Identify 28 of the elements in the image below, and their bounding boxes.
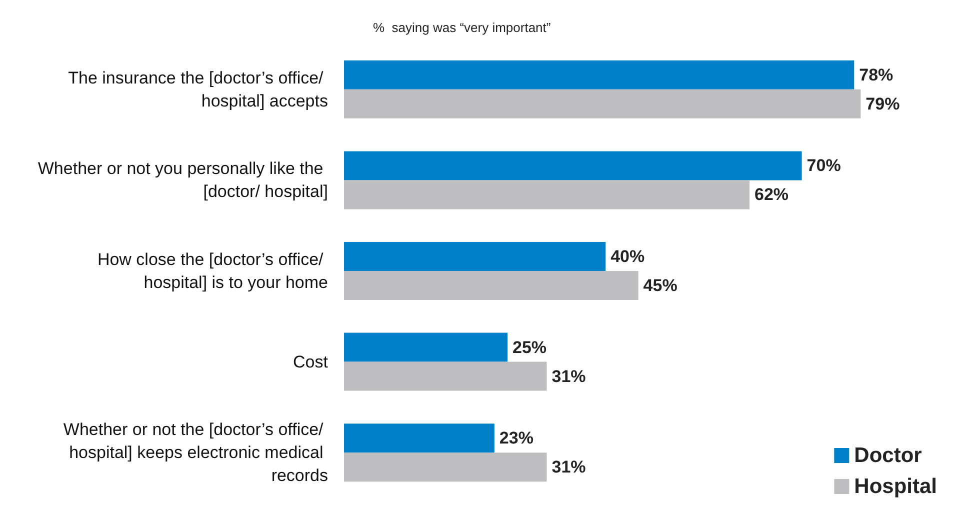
data-label: 70% (806, 156, 841, 176)
bar (344, 242, 606, 271)
data-label: 25% (512, 338, 547, 357)
data-label: 40% (610, 247, 645, 266)
data-label: 79% (866, 94, 900, 114)
y-tick-label: Whether or not the [doctor’s office/ hospital] keeps electronic medical records (63, 420, 328, 486)
data-label: 78% (859, 65, 894, 84)
bar (344, 332, 508, 362)
bar (344, 180, 750, 210)
data-label: 45% (643, 276, 678, 295)
data-label: 23% (499, 428, 534, 448)
legend-label: Doctor (854, 444, 922, 467)
bar (344, 151, 802, 180)
bar (344, 452, 547, 482)
y-tick-label: Whether or not you personally like the [doctor/ hospital] (38, 159, 328, 202)
y-tick-label: Cost (293, 352, 328, 372)
bar (344, 89, 861, 118)
bar (344, 424, 494, 453)
bar (344, 60, 854, 90)
data-label: 62% (754, 185, 789, 204)
y-tick-label: The insurance the [doctor’s office/ hospital] accepts (68, 68, 328, 110)
legend-label: Hospital (854, 475, 937, 498)
data-label: 31% (552, 366, 586, 386)
chart-subtitle: % saying was “very important” (373, 20, 551, 35)
data-label: 31% (552, 458, 586, 477)
y-tick-label: How close the [doctor’s office/ hospital] is to your home (97, 250, 328, 292)
bar (344, 362, 547, 391)
bar (344, 271, 638, 300)
